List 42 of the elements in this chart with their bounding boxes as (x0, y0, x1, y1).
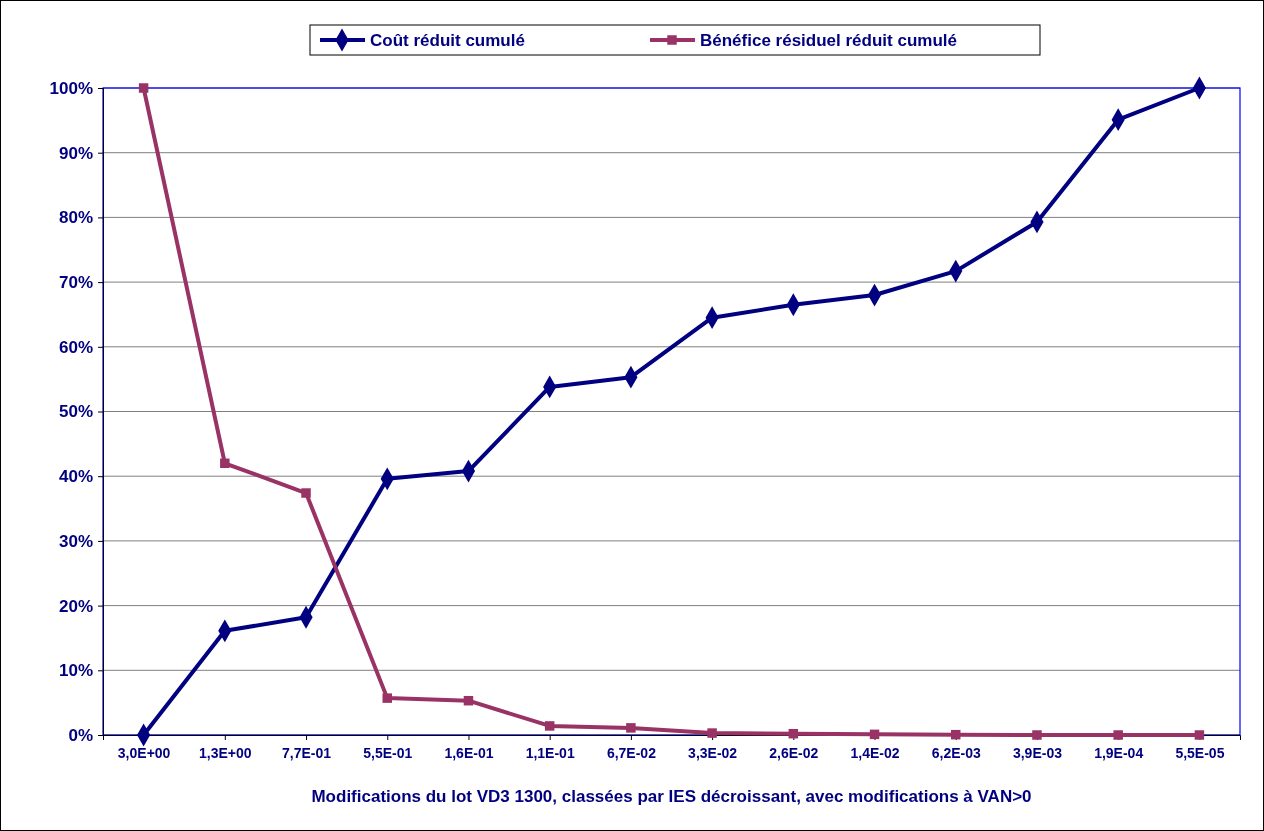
point (707, 728, 717, 738)
y-tick-label: 60% (58, 337, 93, 357)
y-tick-label: 100% (49, 78, 93, 98)
y-tick-label: 10% (58, 661, 93, 681)
y-tick-label: 90% (58, 143, 93, 163)
x-tick-label: 1,3E+00 (199, 745, 252, 762)
legend-label: Coût réduit cumulé (370, 31, 525, 50)
x-tick-label: 6,7E-02 (606, 745, 657, 762)
x-tick-label: 7,7E-01 (282, 745, 332, 762)
point (951, 729, 961, 740)
x-tick-label: 3,0E+00 (117, 745, 171, 762)
point (1113, 730, 1123, 740)
y-tick-label: 30% (58, 531, 93, 551)
point (138, 83, 149, 93)
y-tick-label: 40% (58, 467, 93, 487)
x-tick-label: 3,3E-02 (688, 745, 738, 762)
x-tick-label: 1,4E-02 (850, 745, 900, 762)
point (544, 721, 555, 731)
legend-label: Bénéfice résiduel réduit cumulé (700, 31, 957, 50)
y-tick-label: 20% (58, 596, 93, 616)
point (301, 488, 311, 498)
x-tick-label: 5,5E-05 (1175, 745, 1225, 762)
x-tick-label: 2,6E-02 (769, 745, 819, 762)
x-tick-label: 1,9E-04 (1094, 745, 1144, 762)
point (1194, 730, 1205, 740)
y-tick-label: 0% (68, 725, 93, 745)
x-tick-label: 5,5E-01 (363, 745, 413, 762)
y-tick-label: 50% (58, 402, 93, 422)
y-tick-label: 80% (58, 208, 93, 228)
x-tick-label: 1,1E-01 (525, 745, 575, 762)
x-axis-title: Modifications du lot VD3 1300, classées par IES décroissant, avec modifications à VAN>0 (311, 787, 1032, 806)
point (869, 729, 880, 740)
y-tick-label: 70% (58, 273, 93, 293)
point (1032, 730, 1042, 740)
point (626, 723, 636, 733)
x-tick-label: 3,9E-03 (1012, 745, 1063, 762)
point (463, 695, 474, 706)
x-tick-label: 6,2E-03 (931, 745, 981, 762)
point (788, 728, 799, 739)
x-tick-label: 1,6E-01 (444, 745, 494, 762)
point (382, 693, 392, 703)
point (220, 458, 230, 468)
